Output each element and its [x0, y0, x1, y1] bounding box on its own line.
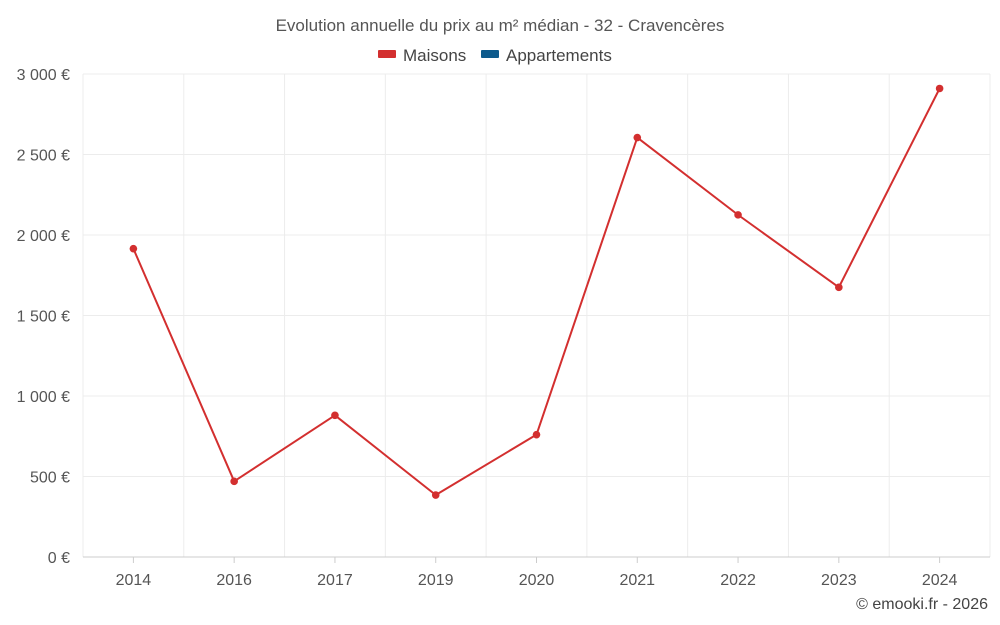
- x-tick-label: 2023: [821, 572, 857, 589]
- data-point[interactable]: [532, 430, 541, 439]
- y-axis: 0 € 500 € 1 000 € 1 500 € 2 000 € 2 500 € 3 00…: [17, 67, 70, 567]
- y-tick-label: 1 000 €: [17, 389, 70, 406]
- x-axis: 2014 2016 2017 2019 2020 2021 2022 2023 2024: [83, 556, 990, 589]
- legend-swatch-maisons: [378, 50, 396, 58]
- data-point[interactable]: [734, 211, 742, 219]
- x-tick-label: 2020: [519, 572, 555, 589]
- y-tick-label: 500 €: [30, 470, 70, 487]
- y-tick-label: 0 €: [48, 550, 70, 567]
- y-tick-label: 2 500 €: [17, 148, 70, 165]
- x-tick-label: 2024: [922, 572, 958, 589]
- data-point[interactable]: [230, 477, 238, 486]
- x-tick-label: 2016: [216, 572, 252, 589]
- data-point[interactable]: [835, 283, 843, 292]
- data-point[interactable]: [129, 244, 138, 253]
- grid: [82, 73, 991, 557]
- y-tick-label: 1 500 €: [17, 309, 70, 326]
- data-point[interactable]: [431, 491, 440, 499]
- x-tick-label: 2019: [418, 572, 454, 589]
- y-tick-label: 2 000 €: [17, 228, 70, 245]
- x-tick-label: 2014: [116, 572, 152, 589]
- x-tick-label: 2021: [619, 572, 655, 589]
- legend-swatch-appartements: [481, 50, 499, 58]
- legend-label-maisons[interactable]: Maisons: [403, 46, 466, 65]
- y-tick-label: 3 000 €: [17, 67, 70, 84]
- legend: Maisons Appartements: [378, 46, 612, 65]
- credit-text: © emooki.fr - 2026: [856, 596, 988, 613]
- legend-label-appartements[interactable]: Appartements: [506, 46, 612, 65]
- data-point[interactable]: [633, 133, 642, 142]
- data-point[interactable]: [331, 411, 339, 420]
- data-point[interactable]: [935, 84, 944, 93]
- x-tick-label: 2017: [317, 572, 353, 589]
- series-layer: [129, 84, 944, 499]
- x-tick-label: 2022: [720, 572, 756, 589]
- chart-title: Evolution annuelle du prix au m² médian …: [276, 16, 725, 35]
